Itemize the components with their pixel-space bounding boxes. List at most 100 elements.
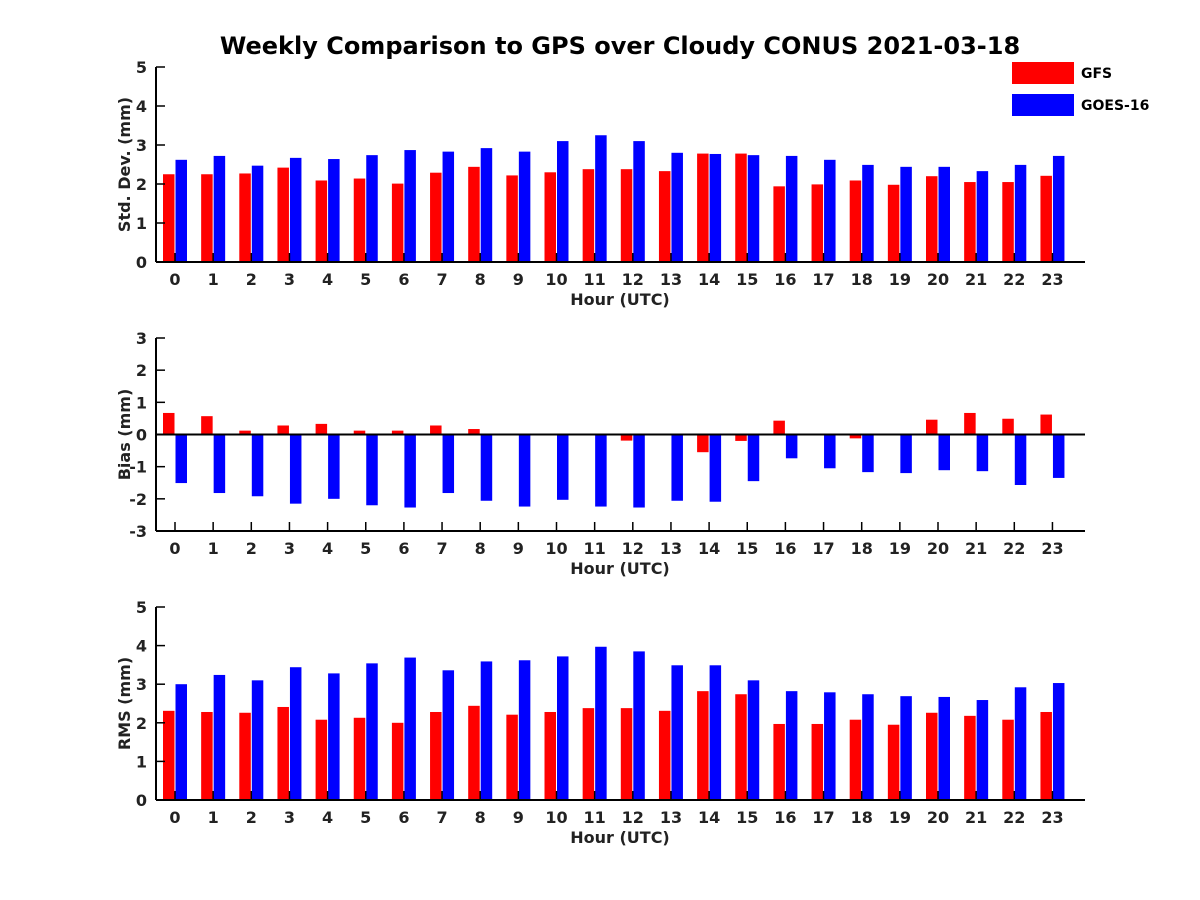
- bar-goes-16-13: [671, 434, 683, 501]
- bar-goes-16-0: [175, 159, 187, 262]
- bar-goes-16-10: [557, 656, 569, 800]
- bar-gfs-3: [277, 706, 289, 800]
- bar-gfs-11: [582, 708, 595, 800]
- bar-gfs-15: [735, 153, 747, 262]
- x-tick-label: 1: [208, 539, 219, 558]
- bar-gfs-1: [201, 174, 213, 262]
- bar-gfs-6: [391, 430, 404, 435]
- bar-goes-16-17: [824, 692, 836, 800]
- bar-gfs-12: [620, 708, 633, 800]
- bar-gfs-14: [697, 434, 709, 453]
- bar-goes-16-16: [785, 155, 798, 262]
- x-tick-label: 17: [812, 270, 834, 289]
- x-tick-label: 23: [1041, 270, 1063, 289]
- y-tick-label: 4: [136, 637, 147, 656]
- x-tick-label: 6: [398, 270, 409, 289]
- bar-gfs-8: [468, 429, 480, 435]
- bar-goes-16-15: [747, 680, 760, 800]
- x-tick-label: 16: [774, 808, 796, 827]
- bar-goes-16-8: [480, 434, 493, 501]
- bar-goes-16-4: [328, 159, 340, 262]
- x-tick-label: 19: [889, 270, 911, 289]
- x-tick-label: 0: [169, 270, 180, 289]
- bar-gfs-18: [849, 180, 862, 262]
- x-tick-label: 17: [812, 808, 834, 827]
- bar-gfs-12: [620, 169, 633, 262]
- bar-goes-16-22: [1014, 434, 1027, 485]
- bar-gfs-10: [544, 172, 556, 262]
- bar-goes-16-15: [747, 155, 760, 262]
- y-tick-label: 5: [136, 598, 147, 617]
- y-tick-label: 2: [136, 714, 147, 733]
- bar-goes-16-5: [366, 663, 378, 800]
- y-tick-label: -3: [129, 522, 147, 541]
- legend-swatch-gfs: [1012, 62, 1074, 84]
- x-tick-label: 14: [698, 539, 720, 558]
- x-tick-label: 10: [545, 808, 567, 827]
- bar-goes-16-11: [595, 135, 607, 262]
- x-tick-label: 4: [322, 539, 333, 558]
- bar-gfs-23: [1040, 175, 1052, 262]
- bar-gfs-0: [163, 174, 175, 262]
- bar-gfs-18: [849, 719, 862, 800]
- bar-gfs-9: [506, 175, 518, 262]
- x-axis-label: Hour (UTC): [570, 828, 670, 847]
- bar-gfs-1: [201, 711, 213, 800]
- bar-gfs-17: [811, 184, 824, 262]
- bar-gfs-22: [1002, 182, 1014, 262]
- bar-goes-16-10: [557, 434, 569, 500]
- x-tick-label: 6: [398, 539, 409, 558]
- x-tick-label: 5: [360, 270, 371, 289]
- x-tick-label: 16: [774, 270, 796, 289]
- x-tick-label: 0: [169, 808, 180, 827]
- x-tick-label: 2: [246, 270, 257, 289]
- bar-goes-16-4: [328, 434, 340, 499]
- x-tick-label: 8: [475, 808, 486, 827]
- y-tick-label: 2: [136, 361, 147, 380]
- bar-goes-16-16: [785, 691, 798, 800]
- x-tick-label: 6: [398, 808, 409, 827]
- bar-goes-16-3: [289, 667, 302, 800]
- bar-goes-16-20: [938, 166, 950, 262]
- bar-gfs-13: [658, 710, 671, 800]
- bar-goes-16-23: [1052, 155, 1065, 262]
- bar-goes-16-18: [862, 694, 874, 800]
- chart-legend: GFS GOES-16: [1012, 62, 1149, 116]
- bar-goes-16-0: [175, 434, 187, 484]
- y-tick-label: 4: [136, 97, 147, 116]
- y-tick-label: 0: [136, 426, 147, 445]
- bar-gfs-17: [811, 723, 824, 800]
- bar-gfs-6: [391, 722, 404, 800]
- bar-goes-16-6: [404, 150, 416, 262]
- x-tick-label: 4: [322, 270, 333, 289]
- x-tick-label: 13: [660, 270, 682, 289]
- bar-gfs-23: [1040, 711, 1052, 800]
- bar-goes-16-12: [633, 651, 645, 800]
- y-tick-label: 1: [136, 393, 147, 412]
- x-tick-label: 19: [889, 539, 911, 558]
- bar-goes-16-7: [442, 151, 455, 262]
- x-tick-label: 12: [622, 270, 644, 289]
- bar-goes-16-8: [480, 148, 493, 262]
- bar-goes-16-3: [289, 157, 302, 262]
- y-tick-label: -2: [129, 490, 147, 509]
- bar-goes-16-2: [251, 680, 264, 800]
- bar-gfs-2: [239, 173, 251, 262]
- bar-gfs-19: [887, 184, 900, 262]
- bar-goes-16-16: [785, 434, 798, 459]
- bar-gfs-21: [964, 412, 976, 435]
- x-tick-label: 3: [284, 539, 295, 558]
- x-tick-label: 7: [436, 808, 447, 827]
- x-tick-label: 13: [660, 808, 682, 827]
- y-tick-label: -1: [129, 458, 147, 477]
- bar-goes-16-21: [976, 434, 989, 472]
- bar-goes-16-12: [633, 141, 645, 262]
- x-tick-label: 21: [965, 270, 987, 289]
- bar-goes-16-14: [709, 434, 722, 502]
- bar-goes-16-11: [595, 646, 607, 800]
- bar-goes-16-9: [518, 151, 531, 262]
- bar-goes-16-1: [213, 155, 226, 262]
- x-tick-label: 23: [1041, 808, 1063, 827]
- x-tick-label: 17: [812, 539, 834, 558]
